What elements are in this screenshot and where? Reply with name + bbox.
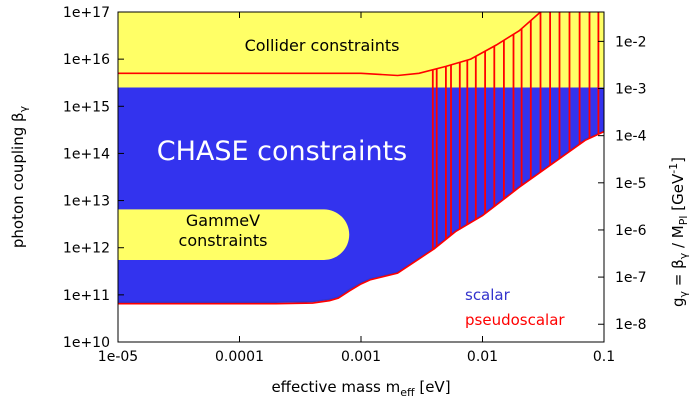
- y-tick-label-8: 1e+17: [63, 5, 110, 21]
- y-tick-label-7: 1e+16: [63, 52, 110, 68]
- y-tick-label-4: 1e+13: [63, 194, 110, 210]
- y-tick-label-5: 1e+14: [63, 146, 110, 162]
- y2-tick-label-1: 1e-8: [615, 317, 646, 333]
- gammev-region: [118, 209, 350, 260]
- y2-tick-label-2: 1e-7: [615, 270, 646, 286]
- y-tick-label-3: 1e+12: [63, 241, 110, 257]
- y2-tick-label-5: 1e-4: [615, 129, 647, 145]
- x-axis-label: effective mass meff [eV]: [271, 378, 450, 399]
- legend-scalar: scalar: [465, 286, 511, 304]
- y2-axis-label: gγ = βγ / MPl [GeV-1]: [667, 157, 690, 307]
- y2-tick-label-4: 1e-5: [615, 176, 646, 192]
- x-tick-label-5: 0.1: [593, 349, 615, 365]
- y-tick-label-1: 1e+10: [63, 335, 110, 351]
- gammev-region-label-line2: constraints: [179, 231, 268, 250]
- y-axis-label: photon coupling βγ: [9, 105, 30, 248]
- y-tick-label-2: 1e+11: [63, 288, 110, 304]
- y-tick-label-6: 1e+15: [63, 99, 110, 115]
- y2-tick-label-7: 1e-2: [615, 34, 646, 50]
- x-tick-label-1: 1e-05: [98, 349, 138, 365]
- constraint-regions: [118, 12, 604, 303]
- collider-region: [118, 12, 604, 88]
- legend-pseudoscalar: pseudoscalar: [465, 311, 565, 329]
- constraint-curves: [118, 11, 605, 305]
- x-tick-label-4: 0.01: [467, 349, 498, 365]
- y2-tick-label-6: 1e-3: [615, 82, 646, 98]
- gammev-region-label-line1: GammeV: [186, 211, 260, 230]
- x-tick-label-3: 0.001: [341, 349, 381, 365]
- axis-ticks: 1e-05 0.0001 0.001 0.01 0.1 1e+10 1e+11 1e+12 1e…: [63, 5, 647, 365]
- x-tick-label-2: 0.0001: [215, 349, 264, 365]
- y2-tick-label-3: 1e-6: [615, 223, 647, 239]
- chase-region-label: CHASE constraints: [157, 136, 407, 167]
- collider-region-label: Collider constraints: [245, 36, 400, 55]
